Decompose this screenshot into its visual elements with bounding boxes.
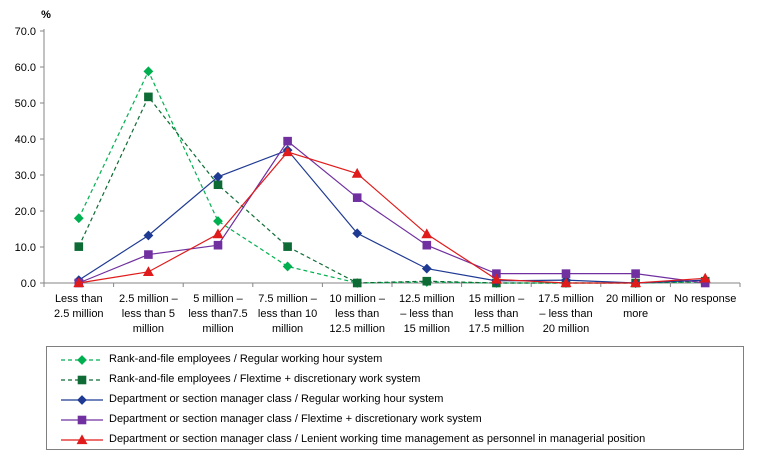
legend-entry: Department or section manager class / Le… (47, 430, 743, 450)
data-point (352, 228, 363, 239)
series-4 (74, 136, 710, 288)
y-tick-label: 30.0 (15, 170, 36, 182)
legend-swatch (61, 415, 103, 425)
series-2 (74, 92, 710, 288)
data-point (699, 272, 711, 283)
legend-entry: Rank-and-file employees / Flextime + dis… (47, 370, 743, 390)
y-tick-label: 70.0 (15, 26, 36, 38)
data-point (422, 276, 432, 286)
y-tick-label: 20.0 (15, 206, 36, 218)
data-point (142, 266, 154, 277)
legend-entry: Department or section manager class / Re… (47, 390, 743, 410)
x-tick-label: 20 million or more (606, 293, 666, 320)
series-layer (73, 66, 711, 288)
data-point (143, 66, 154, 77)
data-point (282, 146, 294, 157)
data-point (421, 263, 432, 274)
data-point (143, 230, 154, 241)
legend-swatch (61, 375, 103, 385)
legend-swatch (61, 395, 103, 405)
data-point (282, 261, 293, 272)
line-chart: 0.0 10.0 20.0 30.0 40.0 50.0 60.0 70.0% Less tha… (15, 9, 741, 335)
data-point (283, 136, 292, 146)
data-point (352, 193, 362, 202)
legend-label: Rank-and-file employees / Regular workin… (109, 353, 383, 365)
series-3 (73, 145, 711, 288)
legend-label: Department or section manager class / Le… (109, 433, 646, 445)
series-line (78, 151, 706, 284)
y-tick-label: 60.0 (15, 62, 36, 74)
series-line (78, 69, 706, 284)
data-point (283, 242, 292, 251)
y-tick-label: 0.0 (21, 278, 36, 290)
data-point (631, 269, 640, 278)
data-point (421, 228, 433, 239)
legend-swatch (61, 434, 103, 445)
data-point (213, 171, 223, 182)
x-tick-label: 10 million – less than 12.5 million (329, 293, 386, 335)
data-point (213, 216, 223, 226)
data-point (144, 92, 153, 102)
legend-label: Rank-and-file employees / Flextime + dis… (109, 373, 421, 385)
y-tick-label: 50.0 (15, 98, 36, 110)
x-tick-label: Less than 2.5 million (54, 293, 104, 320)
x-tick-label: 17.5 million – less than 20 million (538, 293, 594, 335)
axes: 0.0 10.0 20.0 30.0 40.0 50.0 60.0 70.0% Less tha… (15, 9, 741, 335)
x-tick-label: 12.5 million – less than 15 million (399, 293, 455, 335)
legend-entry: Rank-and-file employees / Regular workin… (47, 350, 743, 370)
data-point (560, 277, 572, 288)
y-tick-label: 40.0 (15, 134, 36, 146)
data-point (144, 250, 153, 259)
data-point (351, 167, 363, 178)
data-point (213, 180, 223, 190)
legend-marker (77, 375, 87, 385)
legend-marker (77, 355, 87, 365)
x-tick-label: No response (674, 293, 736, 305)
y-tick-label: 10.0 (15, 242, 36, 254)
legend-label: Department or section manager class / Re… (109, 393, 444, 405)
series-line (78, 149, 706, 284)
legend-label: Department or section manager class / Fl… (109, 413, 482, 425)
data-point (490, 273, 502, 284)
legend: Rank-and-file employees / Regular workin… (46, 346, 744, 450)
legend-marker (76, 434, 88, 445)
data-point (73, 277, 85, 288)
data-point (561, 269, 571, 278)
series-line (78, 140, 706, 284)
series-1 (73, 66, 711, 288)
x-tick-label: 5 million – less than7.5 million (188, 293, 247, 335)
x-tick-label: 2.5 million – less than 5 million (119, 293, 179, 335)
legend-entry: Department or section manager class / Fl… (47, 410, 743, 430)
data-point (212, 228, 224, 239)
data-point (422, 240, 432, 250)
data-point (630, 277, 642, 288)
data-point (352, 278, 362, 288)
legend-marker (77, 415, 87, 425)
x-tick-label: 15 million – less than 17.5 million (469, 293, 526, 335)
series-line (78, 95, 706, 284)
legend-swatch (61, 355, 103, 365)
x-tick-label: 7.5 million – less than 10 million (258, 293, 318, 335)
data-point (213, 240, 223, 250)
series-5 (73, 146, 711, 288)
data-point (73, 213, 84, 224)
y-axis-unit-label: % (41, 9, 51, 21)
data-point (74, 242, 84, 251)
legend-marker (77, 395, 87, 405)
